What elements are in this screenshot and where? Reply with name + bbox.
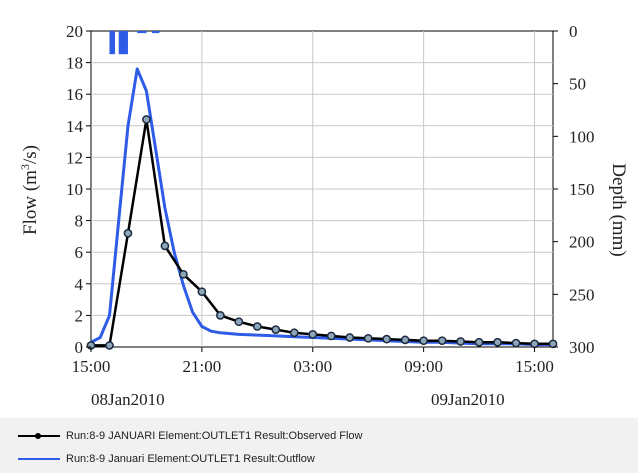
legend-label-outflow: Run:8-9 Januari Element:OUTLET1 Result:O… [66, 453, 315, 465]
right-axis-ticks: 0 50 100 150 200 250 300 [553, 22, 595, 357]
outflow-line [90, 67, 553, 347]
left-tick-label: 6 [75, 243, 84, 262]
x-tick-label: 03:00 [293, 357, 332, 376]
observed-flow-point [289, 328, 299, 338]
observed-flow-point [345, 333, 355, 342]
observed-flow-point [382, 334, 392, 344]
observed-flow-point [474, 337, 484, 347]
x-tick-label: 09:00 [404, 357, 443, 376]
left-axis-ticks: 0 2 4 6 8 10 12 14 16 18 20 [66, 22, 91, 357]
left-tick-label: 14 [66, 117, 84, 136]
left-tick-label: 8 [75, 212, 84, 231]
observed-flow-point [511, 338, 521, 348]
precipitation-bar [109, 31, 116, 55]
observed-flow-point [123, 228, 133, 238]
x-tick-label: 21:00 [183, 357, 222, 376]
observed-flow-point [530, 339, 539, 349]
left-tick-label: 18 [66, 54, 83, 73]
left-tick-label: 2 [75, 306, 84, 325]
left-tick-label: 10 [66, 180, 83, 199]
outflow-line-icon [18, 452, 60, 466]
legend-item-outflow: Run:8-9 Januari Element:OUTLET1 Result:O… [18, 449, 315, 469]
date-label-2: 09Jan2010 [431, 390, 505, 409]
grid [91, 31, 553, 347]
observed-flow-point [326, 331, 336, 341]
precipitation-bar [151, 31, 160, 34]
observed-flow-point [437, 336, 447, 346]
observed-flow-point [197, 287, 207, 297]
left-tick-label: 0 [75, 338, 84, 357]
x-axis-ticks: 15:00 21:00 03:00 09:00 15:00 [72, 347, 554, 376]
right-tick-label: 200 [569, 233, 595, 252]
x-tick-label: 15:00 [72, 357, 111, 376]
observed-flow-point [216, 311, 225, 320]
observed-flow-point [493, 337, 502, 347]
left-tick-label: 16 [66, 85, 83, 104]
observed-flow-point [179, 269, 188, 279]
observed-flow-point [308, 330, 318, 339]
date-label-1: 08Jan2010 [91, 390, 165, 409]
x-tick-label: 15:00 [515, 357, 554, 376]
precipitation-bars [109, 31, 160, 55]
legend-label-observed: Run:8-9 JANUARI Element:OUTLET1 Result:O… [66, 430, 363, 442]
right-tick-label: 300 [569, 338, 595, 357]
observed-flow-point [142, 115, 151, 124]
observed-flow-point [160, 241, 170, 251]
right-tick-label: 100 [569, 127, 595, 146]
right-tick-label: 0 [569, 22, 578, 41]
precipitation-bar [118, 31, 128, 55]
precipitation-bar [137, 31, 147, 34]
observed-flow-point [419, 336, 428, 346]
legend-item-observed: Run:8-9 JANUARI Element:OUTLET1 Result:O… [18, 426, 363, 446]
left-axis-label: Flow (m3/s) [18, 145, 41, 235]
observed-flow-point [363, 333, 373, 343]
observed-flow-point [234, 317, 244, 327]
right-tick-label: 150 [569, 180, 595, 199]
observed-flow-point [105, 341, 114, 350]
right-axis-label: Depth (mm) [608, 163, 629, 256]
left-tick-label: 12 [66, 148, 83, 167]
left-tick-label: 4 [75, 275, 84, 294]
legend: Run:8-9 JANUARI Element:OUTLET1 Result:O… [0, 418, 638, 473]
observed-flow-point [252, 322, 262, 331]
series-layer [86, 67, 558, 350]
right-tick-label: 50 [569, 75, 586, 94]
observed-flow-point [456, 337, 465, 346]
observed-flow-point [400, 335, 410, 345]
observed-line-icon [18, 429, 60, 443]
observed-flow-point [548, 339, 558, 349]
left-tick-label: 20 [66, 22, 83, 41]
right-tick-label: 250 [569, 285, 595, 304]
observed-flow-point [271, 325, 281, 334]
